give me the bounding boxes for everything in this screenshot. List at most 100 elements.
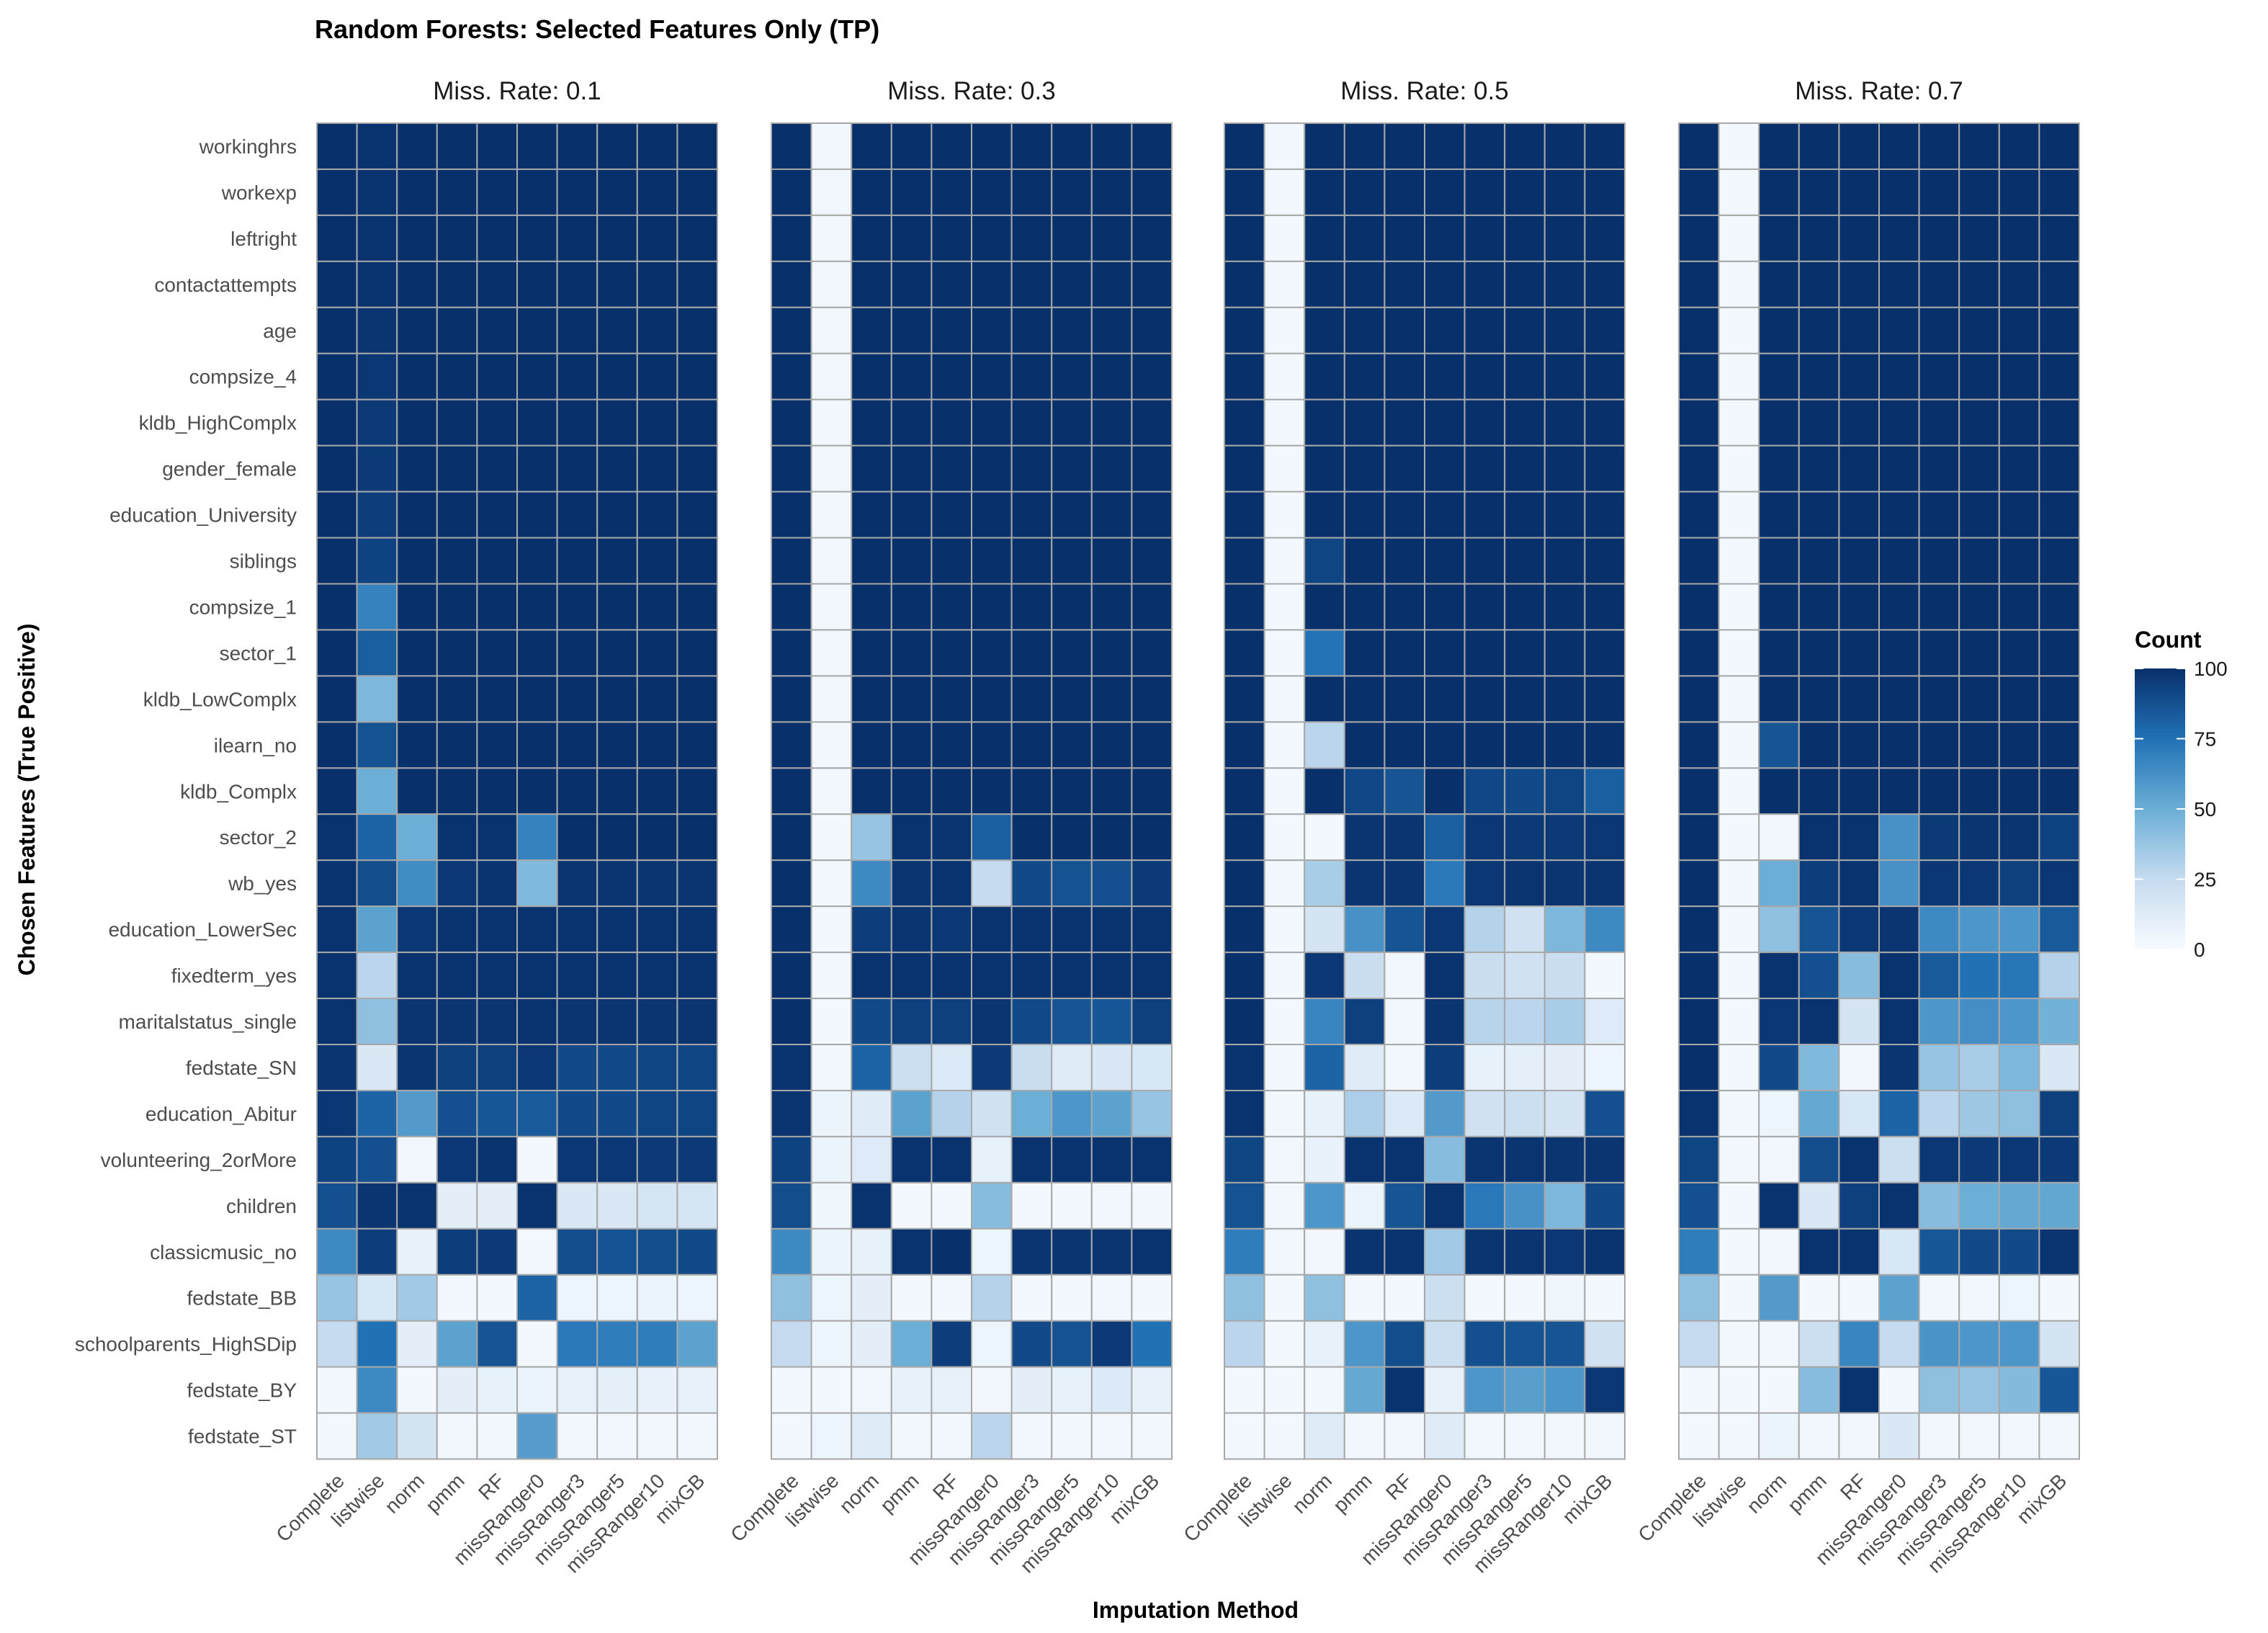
heatmap-cell: [1304, 260, 1345, 308]
heatmap-cell: [1678, 859, 1720, 908]
heatmap-cell: [1384, 214, 1426, 262]
heatmap-cell: [556, 1089, 599, 1137]
heatmap-cell: [1718, 444, 1760, 493]
heatmap-cell: [396, 1135, 438, 1184]
heatmap-cell: [356, 998, 398, 1046]
heatmap-cell: [1958, 537, 2000, 585]
heatmap-cell: [931, 1044, 973, 1091]
heatmap-cell: [1464, 1089, 1506, 1137]
heatmap-cell: [931, 1135, 973, 1184]
heatmap-cell: [436, 767, 478, 815]
heatmap-cell: [2038, 444, 2080, 493]
heatmap-cell: [1051, 122, 1093, 170]
heatmap-cell: [596, 214, 638, 262]
heatmap-cell: [556, 859, 599, 908]
heatmap-cell: [1504, 306, 1546, 354]
heatmap-cell: [1958, 1412, 2000, 1460]
heatmap-cell: [1958, 1181, 2000, 1230]
heatmap-cell: [1678, 444, 1720, 493]
heatmap-cell: [1504, 675, 1546, 723]
heatmap-cell: [1384, 675, 1426, 723]
heatmap-cell: [636, 260, 678, 308]
heatmap-cell: [436, 491, 478, 539]
panel-frame: [1224, 122, 1626, 1460]
heatmap-cell: [1584, 1135, 1626, 1184]
heatmap-cell: [1718, 1089, 1760, 1137]
heatmap-cell: [1051, 1181, 1093, 1230]
heatmap-cell: [1798, 398, 1840, 447]
heatmap-cell: [516, 1366, 558, 1414]
heatmap-cell: [596, 905, 638, 954]
heatmap-cell: [1584, 1366, 1626, 1414]
heatmap-cell: [1718, 1274, 1760, 1322]
heatmap-cell: [931, 1227, 973, 1276]
heatmap-cell: [851, 998, 892, 1046]
heatmap-cell: [1424, 1412, 1466, 1460]
heatmap-cell: [1958, 1366, 2000, 1414]
heatmap-cell: [1224, 813, 1265, 862]
heatmap-cell: [1798, 537, 1840, 585]
heatmap-cell: [1384, 168, 1426, 216]
heatmap-cell: [516, 1320, 558, 1368]
heatmap-cell: [1798, 1320, 1840, 1368]
heatmap-cell: [1464, 905, 1506, 954]
heatmap-cell: [1343, 1366, 1386, 1414]
heatmap-cell: [1678, 1089, 1720, 1137]
heatmap-cell: [2038, 905, 2080, 954]
y-tick-label: fedstate_SN: [186, 1057, 297, 1079]
heatmap-cell: [1051, 629, 1093, 677]
heatmap-cell: [890, 398, 933, 447]
heatmap-cell: [516, 1274, 558, 1322]
heatmap-cell: [1051, 168, 1093, 216]
heatmap-cell: [596, 813, 638, 862]
heatmap-cell: [1543, 398, 1586, 447]
heatmap-cell: [636, 767, 678, 815]
heatmap-cell: [1131, 1412, 1173, 1460]
heatmap-cell: [1678, 1320, 1720, 1368]
heatmap-cell: [1424, 352, 1466, 401]
heatmap-cell: [1798, 721, 1840, 769]
heatmap-cell: [556, 491, 599, 539]
heatmap-cell: [1384, 1412, 1426, 1460]
heatmap-cell: [396, 767, 438, 815]
heatmap-cell: [2038, 168, 2080, 216]
heatmap-cell: [1758, 122, 1800, 170]
heatmap-cell: [810, 813, 853, 862]
heatmap-cell: [890, 998, 933, 1046]
heatmap-cell: [1678, 629, 1720, 677]
heatmap-cell: [556, 168, 599, 216]
heatmap-cell: [771, 306, 812, 354]
heatmap-cell: [1758, 168, 1800, 216]
heatmap-cell: [1263, 1089, 1306, 1137]
heatmap-cell: [1878, 1274, 1920, 1322]
heatmap-cell: [676, 168, 719, 216]
heatmap-cell: [1543, 813, 1586, 862]
heatmap-cell: [2038, 767, 2080, 815]
heatmap-cell: [1718, 767, 1760, 815]
heatmap-cell: [1464, 122, 1506, 170]
heatmap-cell: [1543, 260, 1586, 308]
heatmap-cell: [1304, 905, 1345, 954]
heatmap-cell: [556, 214, 599, 262]
heatmap-cell: [1504, 1366, 1546, 1414]
heatmap-cell: [316, 306, 358, 354]
heatmap-cell: [1504, 813, 1546, 862]
heatmap-cell: [1878, 1320, 1920, 1368]
heatmap-cell: [771, 998, 812, 1046]
heatmap-cell: [396, 1320, 438, 1368]
heatmap-cell: [1958, 1089, 2000, 1137]
heatmap-cell: [971, 1227, 1013, 1276]
heatmap-cell: [1343, 1227, 1386, 1276]
heatmap-cell: [810, 398, 853, 447]
heatmap-cell: [676, 352, 719, 401]
heatmap-cell: [1384, 491, 1426, 539]
heatmap-cell: [1263, 260, 1306, 308]
heatmap-cell: [1838, 1044, 1880, 1091]
heatmap-cell: [1998, 122, 2040, 170]
heatmap-cell: [1958, 1044, 2000, 1091]
heatmap-cell: [476, 1181, 519, 1230]
heatmap-cell: [1584, 168, 1626, 216]
heatmap-cell: [1798, 1366, 1840, 1414]
heatmap-cell: [1384, 1366, 1426, 1414]
heatmap-cell: [1051, 583, 1093, 631]
